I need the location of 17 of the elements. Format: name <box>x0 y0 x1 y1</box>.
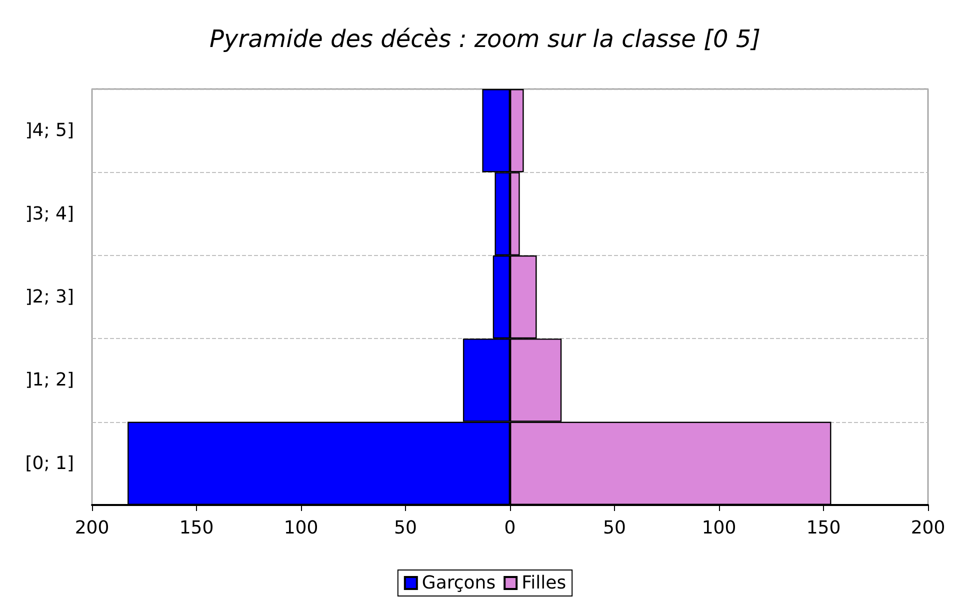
x-tick-label: 100 <box>702 518 736 538</box>
legend-label: Filles <box>522 572 566 594</box>
x-tick-label: 200 <box>74 518 110 538</box>
x-tick-label: 150 <box>179 518 214 538</box>
y-tick-label: ]1; 2] <box>25 370 74 391</box>
chart-title: Pyramide des décès : zoom sur la classe [0 5] <box>210 25 760 53</box>
x-tick-label: 150 <box>806 518 841 538</box>
x-tick-label: 100 <box>284 518 318 538</box>
x-tick-label: 0 <box>504 518 516 538</box>
y-tick-label: ]4; 5] <box>25 120 74 142</box>
x-tick-label: 50 <box>603 518 626 538</box>
y-tick-label: [0; 1] <box>25 452 74 474</box>
x-tick-label: 50 <box>394 518 417 538</box>
legend-label: Garçons <box>422 572 496 594</box>
y-tick-label: ]2; 3] <box>25 286 74 308</box>
y-tick-label: ]3; 4] <box>25 203 74 224</box>
x-tick-label: 200 <box>910 518 946 538</box>
